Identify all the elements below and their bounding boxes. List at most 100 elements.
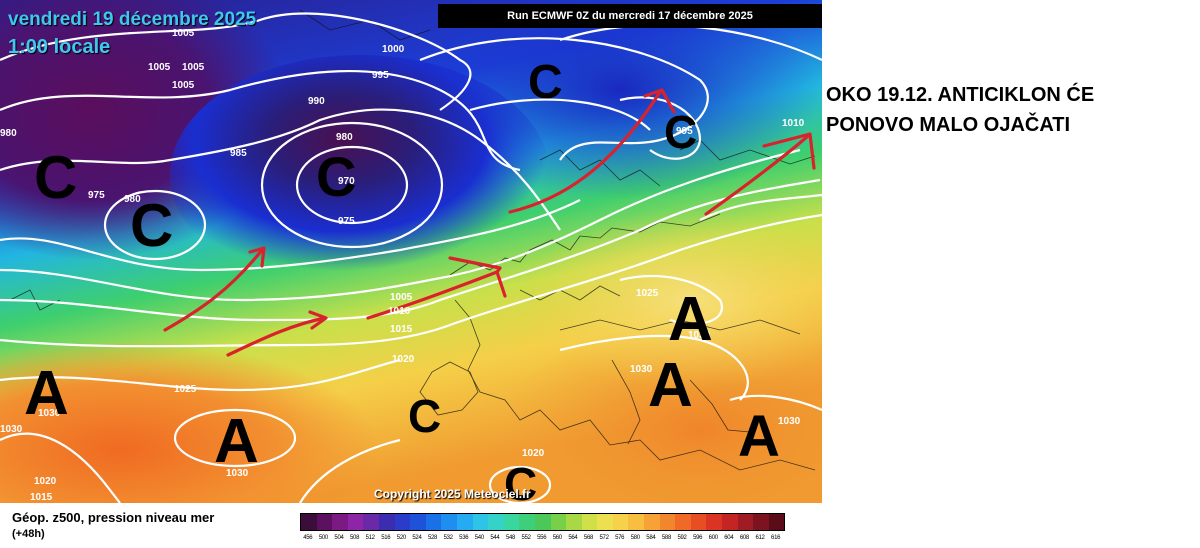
pressure-label: 1005 [390, 292, 413, 303]
pressure-label: 980 [336, 132, 353, 143]
pressure-label: 980 [124, 194, 141, 205]
colorbar-swatch [394, 514, 411, 530]
high-pressure-marker: A [648, 351, 693, 420]
isobars [0, 12, 822, 503]
colorbar-swatch [768, 514, 785, 530]
colorbar-tick-label: 588 [661, 535, 672, 541]
low-pressure-marker: C [664, 106, 697, 158]
pressure-label: 975 [88, 190, 105, 201]
flow-arrow [704, 134, 810, 216]
colorbar-tick-label: 564 [568, 535, 578, 541]
pressure-label: 1025 [174, 384, 197, 395]
pressure-label: 975 [338, 216, 355, 227]
pressure-label: 1030 [38, 408, 61, 419]
pressure-label: 1020 [392, 354, 415, 365]
colorbar-swatch [722, 514, 738, 530]
colorbar-swatch [566, 514, 582, 530]
pressure-label: 1005 [172, 80, 195, 91]
colorbar-swatch [410, 514, 426, 530]
pressure-label: 1000 [382, 44, 405, 55]
colorbar-tick-label: 504 [334, 535, 344, 541]
colorbar-swatch [675, 514, 691, 530]
colorbar-tick-label: 592 [677, 535, 687, 541]
pressure-label: 970 [338, 176, 355, 187]
high-pressure-marker: A [668, 285, 713, 354]
colorbar-tick-label: 560 [552, 535, 562, 541]
pressure-label: 985 [230, 148, 247, 159]
colorbar-tick-label: 456 [303, 535, 313, 541]
colorbar-swatch [659, 514, 676, 530]
model-run-banner: Run ECMWF 0Z du mercredi 17 décembre 202… [438, 4, 822, 28]
low-pressure-marker: C [316, 145, 356, 208]
colorbar-tick-label: 596 [693, 535, 703, 541]
pressure-label: 1030 [778, 416, 801, 427]
pressure-label: 1020 [522, 448, 545, 459]
colorbar-swatch [332, 514, 348, 530]
valid-date: vendredi 19 décembre 2025 [8, 9, 257, 30]
colorbar-swatch [301, 514, 317, 530]
pressure-label: 1030 [630, 364, 653, 375]
colorbar-tick-label: 512 [365, 535, 375, 541]
colorbar-tick-label: 540 [474, 535, 484, 541]
pressure-label: 1025 [636, 288, 659, 299]
flow-arrow-head [643, 88, 676, 114]
colorbar-tick-label: 544 [490, 535, 500, 541]
colorbar-swatch [488, 514, 504, 530]
colorbar-tick-label: 568 [583, 535, 594, 541]
colorbar-tick-label: 584 [646, 535, 656, 541]
colorbar-tick-label: 556 [537, 535, 547, 541]
colorbar-swatch [316, 514, 333, 530]
pressure-label: 980 [0, 128, 17, 139]
pressure-label: 1015 [30, 492, 53, 503]
colorbar-tick-label: 528 [427, 535, 438, 541]
colorbar-tick-label: 520 [396, 535, 406, 541]
colorbar-tick-label: 572 [599, 535, 609, 541]
pressure-label: 1030 [688, 330, 711, 341]
colorbar-tick-label: 524 [412, 535, 422, 541]
pressure-label: 1010 [782, 118, 805, 129]
low-pressure-marker: C [504, 458, 537, 503]
pressure-label: 990 [308, 96, 325, 107]
flow-arrow [508, 90, 662, 214]
colorbar-tick-label: 604 [724, 535, 734, 541]
pressure-label: 1030 [0, 424, 23, 435]
colorbar-tick-label: 500 [318, 535, 328, 541]
colorbar-swatch [472, 514, 489, 530]
colorbar-tick-label: 516 [381, 535, 391, 541]
flow-arrow-head [448, 256, 507, 298]
pressure-label: 1010 [388, 306, 411, 317]
colorbar [300, 513, 786, 531]
colorbar-tick-label: 576 [615, 535, 625, 541]
low-pressure-marker: C [408, 390, 441, 442]
colorbar-swatch [503, 514, 520, 530]
flow-arrow-head [248, 246, 266, 268]
colorbar-swatch [425, 514, 442, 530]
legend-title: Géop. z500, pression niveau mer [12, 510, 215, 525]
colorbar-tick-label: 548 [505, 535, 516, 541]
weather-map: 1005 1005 1005 1005 1000 995 990 985 980 980 980 97… [0, 0, 822, 503]
local-time: 1:00 locale [8, 36, 111, 58]
colorbar-swatch [706, 514, 723, 530]
colorbar-swatch [441, 514, 457, 530]
flow-arrow [366, 270, 499, 320]
pressure-label: 1005 [182, 62, 205, 73]
annotation-line-1: OKO 19.12. ANTICIKLON ĆE [826, 84, 1095, 106]
colorbar-swatch [363, 514, 379, 530]
colorbar-tick-label: 552 [521, 535, 531, 541]
forecast-step: (+48h) [12, 528, 45, 540]
high-pressure-marker: A [24, 359, 69, 428]
colorbar-tick-label: 508 [350, 535, 360, 541]
pressure-label: 1030 [226, 468, 249, 479]
colorbar-tick-label: 600 [708, 535, 718, 541]
colorbar-tick-label: 608 [739, 535, 749, 541]
high-pressure-marker: A [214, 407, 259, 476]
pressure-label: 1020 [34, 476, 57, 487]
colorbar-swatch [628, 514, 645, 530]
copyright-text: Copyright 2025 Meteociel.fr [374, 487, 531, 501]
colorbar-swatch [456, 514, 473, 530]
colorbar-tick-label: 616 [771, 535, 781, 541]
flow-arrow [226, 316, 327, 357]
